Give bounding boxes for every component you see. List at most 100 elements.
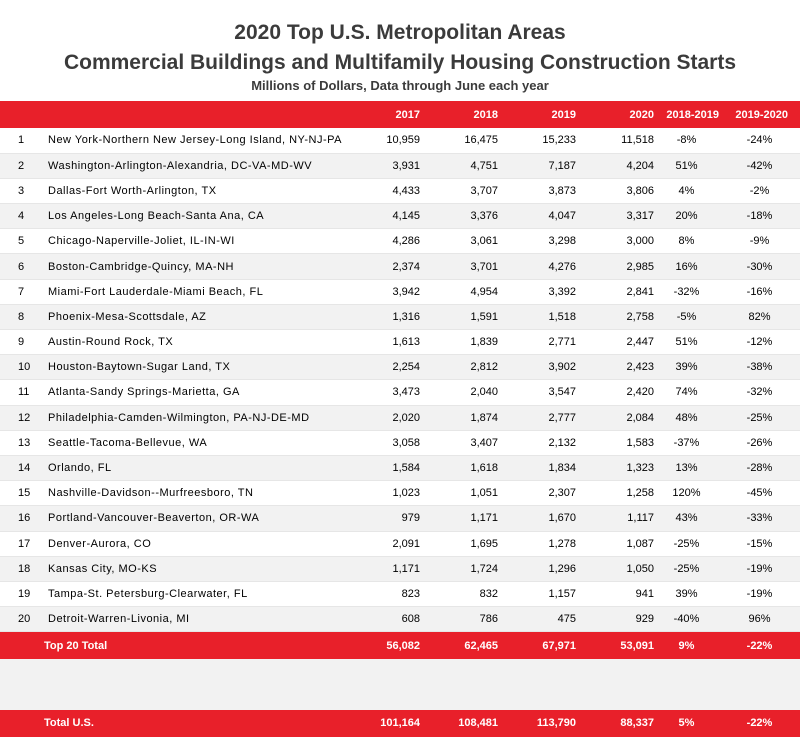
row-change-2019-2020: -19% — [719, 581, 800, 608]
table-row: 17 Denver-Aurora, CO 2,091 1,695 1,278 1,087-… — [0, 531, 800, 557]
row-value-2019: 475 — [498, 606, 576, 633]
row-value-2019: 1,296 — [498, 556, 576, 582]
table-row: 18 Kansas City, MO-KS 1,171 1,724 1,296 1,050… — [0, 556, 800, 582]
row-value-2018: 1,171 — [420, 505, 498, 532]
row-value-2018: 1,591 — [420, 304, 498, 331]
row-metro-name: Chicago-Naperville-Joliet, IL-IN-WI — [42, 228, 354, 255]
row-value-2019: 3,392 — [498, 279, 576, 305]
row-change-2018-2019: 4% — [654, 178, 719, 205]
row-change-2019-2020: -15% — [719, 531, 800, 557]
table-row: 10 Houston-Baytown-Sugar Land, TX 2,254 2,8… — [0, 354, 800, 381]
row-value-2018: 786 — [420, 606, 498, 633]
us-total-2018: 108,481 — [458, 717, 498, 730]
top20-total-2019: 67,971 — [542, 639, 576, 652]
row-change-2018-2019: -25% — [654, 531, 719, 557]
row-value-2018: 1,695 — [420, 531, 498, 557]
row-value-2020: 2,447 — [576, 329, 654, 356]
row-value-2017: 1,316 — [354, 304, 420, 331]
header-name — [42, 101, 354, 128]
row-value-2019: 1,157 — [498, 581, 576, 608]
top20-total-2017: 56,082 — [386, 639, 420, 652]
row-metro-name: Philadelphia-Camden-Wilmington, PA-NJ-DE… — [42, 405, 354, 431]
row-value-2019: 1,518 — [498, 304, 576, 331]
row-rank: 10 — [0, 354, 42, 381]
us-total-change-2019-2020: -22% — [746, 717, 773, 730]
row-value-2017: 2,254 — [354, 354, 420, 381]
row-value-2017: 979 — [354, 505, 420, 532]
row-change-2019-2020: -12% — [719, 329, 800, 356]
row-value-2020: 2,420 — [576, 379, 654, 406]
row-value-2020: 929 — [576, 606, 654, 633]
row-rank: 13 — [0, 430, 42, 456]
row-value-2017: 10,959 — [354, 128, 420, 154]
row-rank: 6 — [0, 253, 42, 280]
table-header-row: 2017 2018 2019 2020 2018-2019 2019-2020 — [0, 101, 800, 128]
row-rank: 20 — [0, 606, 42, 633]
top20-total-row: Top 20 Total 56,082 62,465 67,971 53,091… — [0, 631, 800, 659]
row-rank: 3 — [0, 178, 42, 205]
row-rank: 8 — [0, 304, 42, 331]
row-metro-name: Austin-Round Rock, TX — [42, 329, 354, 356]
table-row: 12 Philadelphia-Camden-Wilmington, PA-NJ-… — [0, 405, 800, 431]
row-metro-name: Phoenix-Mesa-Scottsdale, AZ — [42, 304, 354, 331]
row-metro-name: Boston-Cambridge-Quincy, MA-NH — [42, 253, 354, 280]
row-change-2019-2020: 82% — [719, 304, 800, 331]
row-value-2017: 1,171 — [354, 556, 420, 582]
row-metro-name: Portland-Vancouver-Beaverton, OR-WA — [42, 505, 354, 532]
table-row: 5 Chicago-Naperville-Joliet, IL-IN-WI 4,28… — [0, 228, 800, 255]
header-2020: 2020 — [629, 108, 654, 121]
row-value-2018: 2,812 — [420, 354, 498, 381]
row-metro-name: Houston-Baytown-Sugar Land, TX — [42, 354, 354, 381]
row-value-2019: 3,547 — [498, 379, 576, 406]
row-value-2017: 4,433 — [354, 178, 420, 205]
table-row: 11 Atlanta-Sandy Springs-Marietta, GA 3,47… — [0, 379, 800, 406]
row-change-2018-2019: 74% — [654, 379, 719, 406]
row-value-2019: 1,670 — [498, 505, 576, 532]
row-value-2020: 941 — [576, 581, 654, 608]
spacer-row — [0, 658, 800, 686]
top20-total-change-2018-2019: 9% — [678, 639, 695, 652]
row-change-2019-2020: -42% — [719, 153, 800, 179]
row-value-2019: 3,873 — [498, 178, 576, 205]
row-value-2020: 3,806 — [576, 178, 654, 205]
row-rank: 16 — [0, 505, 42, 532]
header-change-2019-2020: 2019-2020 — [735, 108, 788, 121]
chart-title-line2: Commercial Buildings and Multifamily Hou… — [63, 51, 737, 74]
row-change-2018-2019: 120% — [654, 480, 719, 507]
row-change-2019-2020: -45% — [719, 480, 800, 507]
row-change-2018-2019: -25% — [654, 556, 719, 582]
row-value-2020: 11,518 — [576, 128, 654, 154]
row-value-2018: 3,407 — [420, 430, 498, 456]
row-value-2018: 4,751 — [420, 153, 498, 179]
chart-titles: 2020 Top U.S. Metropolitan Areas Commerc… — [0, 0, 800, 98]
row-value-2019: 4,276 — [498, 253, 576, 280]
row-value-2019: 2,777 — [498, 405, 576, 431]
row-metro-name: Tampa-St. Petersburg-Clearwater, FL — [42, 581, 354, 608]
table-row: 2 Washington-Arlington-Alexandria, DC-VA-… — [0, 153, 800, 179]
row-value-2020: 1,323 — [576, 455, 654, 482]
row-value-2018: 3,376 — [420, 203, 498, 230]
row-value-2019: 2,132 — [498, 430, 576, 456]
row-change-2018-2019: 16% — [654, 253, 719, 280]
row-change-2018-2019: 48% — [654, 405, 719, 431]
us-total-2020: 88,337 — [620, 717, 654, 730]
row-change-2018-2019: 13% — [654, 455, 719, 482]
header-rank — [0, 101, 42, 128]
row-rank: 7 — [0, 279, 42, 305]
row-rank: 5 — [0, 228, 42, 255]
row-metro-name: Miami-Fort Lauderdale-Miami Beach, FL — [42, 279, 354, 305]
row-value-2019: 2,307 — [498, 480, 576, 507]
row-value-2018: 1,839 — [420, 329, 498, 356]
row-metro-name: Washington-Arlington-Alexandria, DC-VA-M… — [42, 153, 354, 179]
row-value-2017: 1,613 — [354, 329, 420, 356]
row-metro-name: Seattle-Tacoma-Bellevue, WA — [42, 430, 354, 456]
row-value-2017: 3,942 — [354, 279, 420, 305]
row-value-2017: 3,058 — [354, 430, 420, 456]
row-rank: 18 — [0, 556, 42, 582]
row-value-2018: 1,051 — [420, 480, 498, 507]
row-value-2018: 4,954 — [420, 279, 498, 305]
us-total-change-2018-2019: 5% — [678, 717, 695, 730]
row-rank: 1 — [0, 128, 42, 154]
row-value-2017: 2,020 — [354, 405, 420, 431]
row-change-2019-2020: -26% — [719, 430, 800, 456]
